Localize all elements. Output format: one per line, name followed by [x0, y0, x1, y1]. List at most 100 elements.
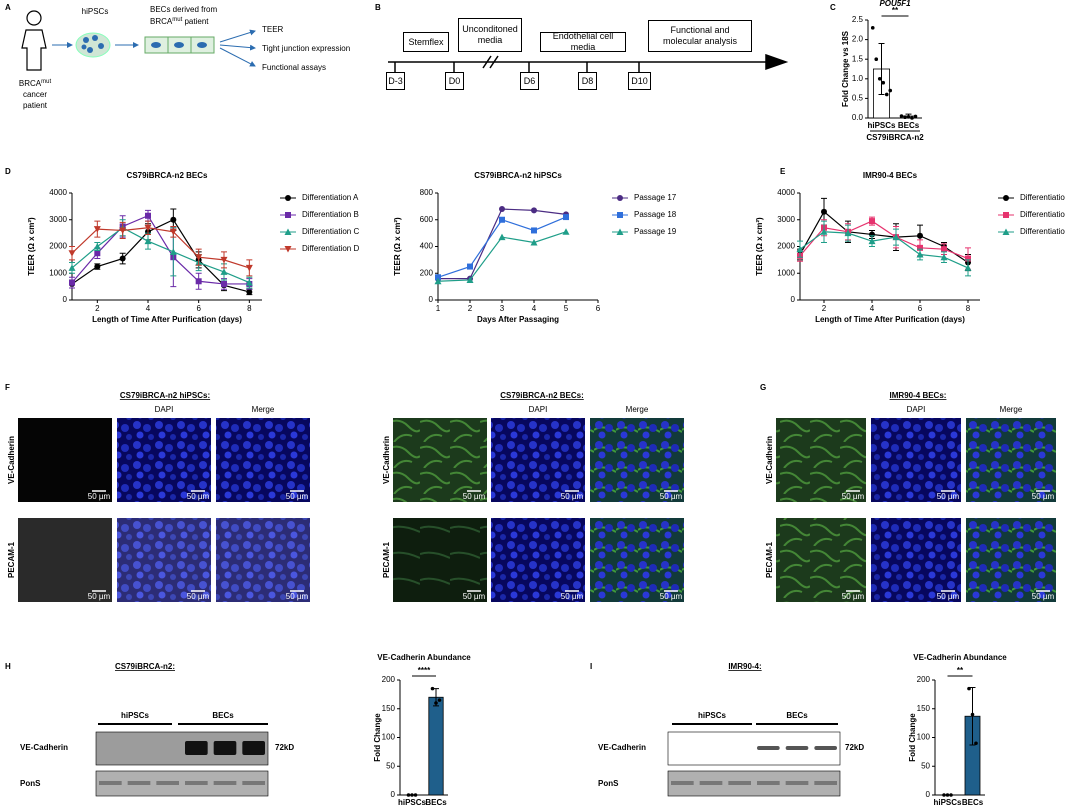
chart-title: VE-Cadherin Abundance — [377, 653, 471, 662]
marker — [68, 250, 76, 257]
y-tick-label: 2.0 — [852, 35, 864, 44]
chart-title: CS79iBRCA-n2 hiPSCs — [474, 171, 562, 180]
marker — [499, 216, 505, 223]
marker — [94, 250, 101, 257]
marker — [119, 227, 127, 234]
panel-label: B — [375, 3, 381, 12]
y-axis-label: TEER (Ω x cm²) — [27, 217, 36, 276]
scale-bar-label: 50 µm — [463, 492, 486, 501]
marker — [246, 288, 253, 295]
legend-label: Passage 18 — [634, 210, 677, 219]
group-label: CS79iBRCA-n2 — [866, 133, 924, 142]
y-tick-label: 800 — [420, 188, 434, 197]
panel-label: G — [760, 383, 766, 392]
scale-bar-label: 50 µm — [842, 492, 865, 501]
bec-cells — [144, 36, 215, 54]
outcome: Tight junction expression — [262, 44, 350, 53]
legend-marker — [285, 195, 291, 201]
marker — [530, 238, 538, 246]
blot-title: IMR90-4: — [728, 662, 761, 671]
day-box: D8 — [578, 72, 597, 90]
micrograph — [776, 418, 866, 502]
panel-label: D — [5, 167, 11, 176]
marker — [964, 264, 972, 271]
scale-bar-label: 50 µm — [286, 592, 309, 601]
blot — [95, 731, 269, 766]
x-tick-label: 4 — [870, 304, 875, 313]
scale-bar-label: 50 µm — [561, 592, 584, 601]
blot-band — [728, 781, 751, 785]
patient-label: BRCAmut — [19, 79, 52, 89]
legend-marker — [617, 195, 623, 201]
blot-group: BECs — [212, 711, 234, 720]
x-axis-label: Days After Passaging — [477, 315, 559, 324]
arrow — [219, 44, 256, 51]
y-tick-label: 2000 — [49, 242, 67, 251]
row-label: VE-Cadherin — [382, 436, 391, 484]
ipsc-cluster — [75, 32, 111, 58]
patient-label: cancer — [23, 90, 47, 99]
marker — [892, 233, 900, 241]
marker — [434, 277, 442, 285]
y-tick-label: 4000 — [49, 188, 67, 197]
day-box: D-3 — [386, 72, 405, 90]
marker — [941, 246, 947, 253]
series-line — [71, 218, 250, 293]
y-tick-label: 4000 — [777, 188, 795, 197]
scale-bar-label: 50 µm — [187, 592, 210, 601]
marker — [531, 227, 537, 234]
series-line — [71, 227, 250, 269]
series-line — [71, 214, 250, 285]
stage-box: Unconditoned media — [458, 18, 522, 52]
row-label: VE-Cadherin — [7, 436, 16, 484]
y-axis-label: TEER (Ω x cm²) — [755, 217, 764, 276]
marker — [868, 237, 876, 245]
column-header: DAPI — [155, 405, 174, 414]
blot-band — [99, 781, 122, 785]
data-point — [949, 793, 953, 797]
legend-label: Differentiation A — [1020, 193, 1065, 202]
outcome: TEER — [262, 25, 284, 34]
row-label: PECAM-1 — [382, 541, 391, 578]
chart-title: CS79iBRCA-n2 BECs — [127, 171, 208, 180]
blot-band — [156, 781, 179, 785]
blot-band — [757, 781, 780, 785]
data-point — [413, 793, 418, 797]
blot-band — [242, 741, 265, 755]
marker — [467, 263, 473, 270]
data-point — [888, 88, 893, 93]
data-point — [877, 77, 882, 81]
y-tick-label: 2.5 — [852, 15, 864, 24]
chart-title: IMR90-4 BECs — [863, 171, 918, 180]
y-tick-label: 3000 — [777, 215, 795, 224]
y-tick-label: 0 — [429, 295, 434, 304]
panel-label: I — [590, 662, 592, 671]
text: BRCA — [150, 17, 173, 26]
series-line — [799, 210, 969, 264]
marker — [68, 264, 76, 271]
marker — [220, 268, 228, 275]
micrograph — [393, 418, 487, 502]
micrograph — [871, 418, 961, 502]
legend-marker — [1003, 195, 1009, 201]
marker — [917, 244, 923, 251]
data-point — [870, 26, 875, 30]
x-tick-label: hiPSCs — [867, 121, 896, 130]
legend-marker — [617, 212, 623, 218]
series-line — [437, 216, 567, 278]
y-tick-label: 100 — [917, 733, 931, 742]
outcome: Functional assays — [262, 63, 326, 72]
blot-band — [814, 781, 837, 785]
blot-row-label: PonS — [598, 779, 619, 788]
data-point — [410, 793, 414, 797]
y-tick-label: 200 — [420, 268, 434, 277]
data-point — [406, 793, 411, 797]
legend-marker — [616, 228, 624, 235]
marker — [916, 251, 924, 258]
y-axis-label: Fold Change vs 18S — [841, 30, 850, 107]
marker — [821, 208, 827, 215]
micrograph — [18, 418, 112, 502]
x-tick-label: BECs — [898, 121, 920, 130]
